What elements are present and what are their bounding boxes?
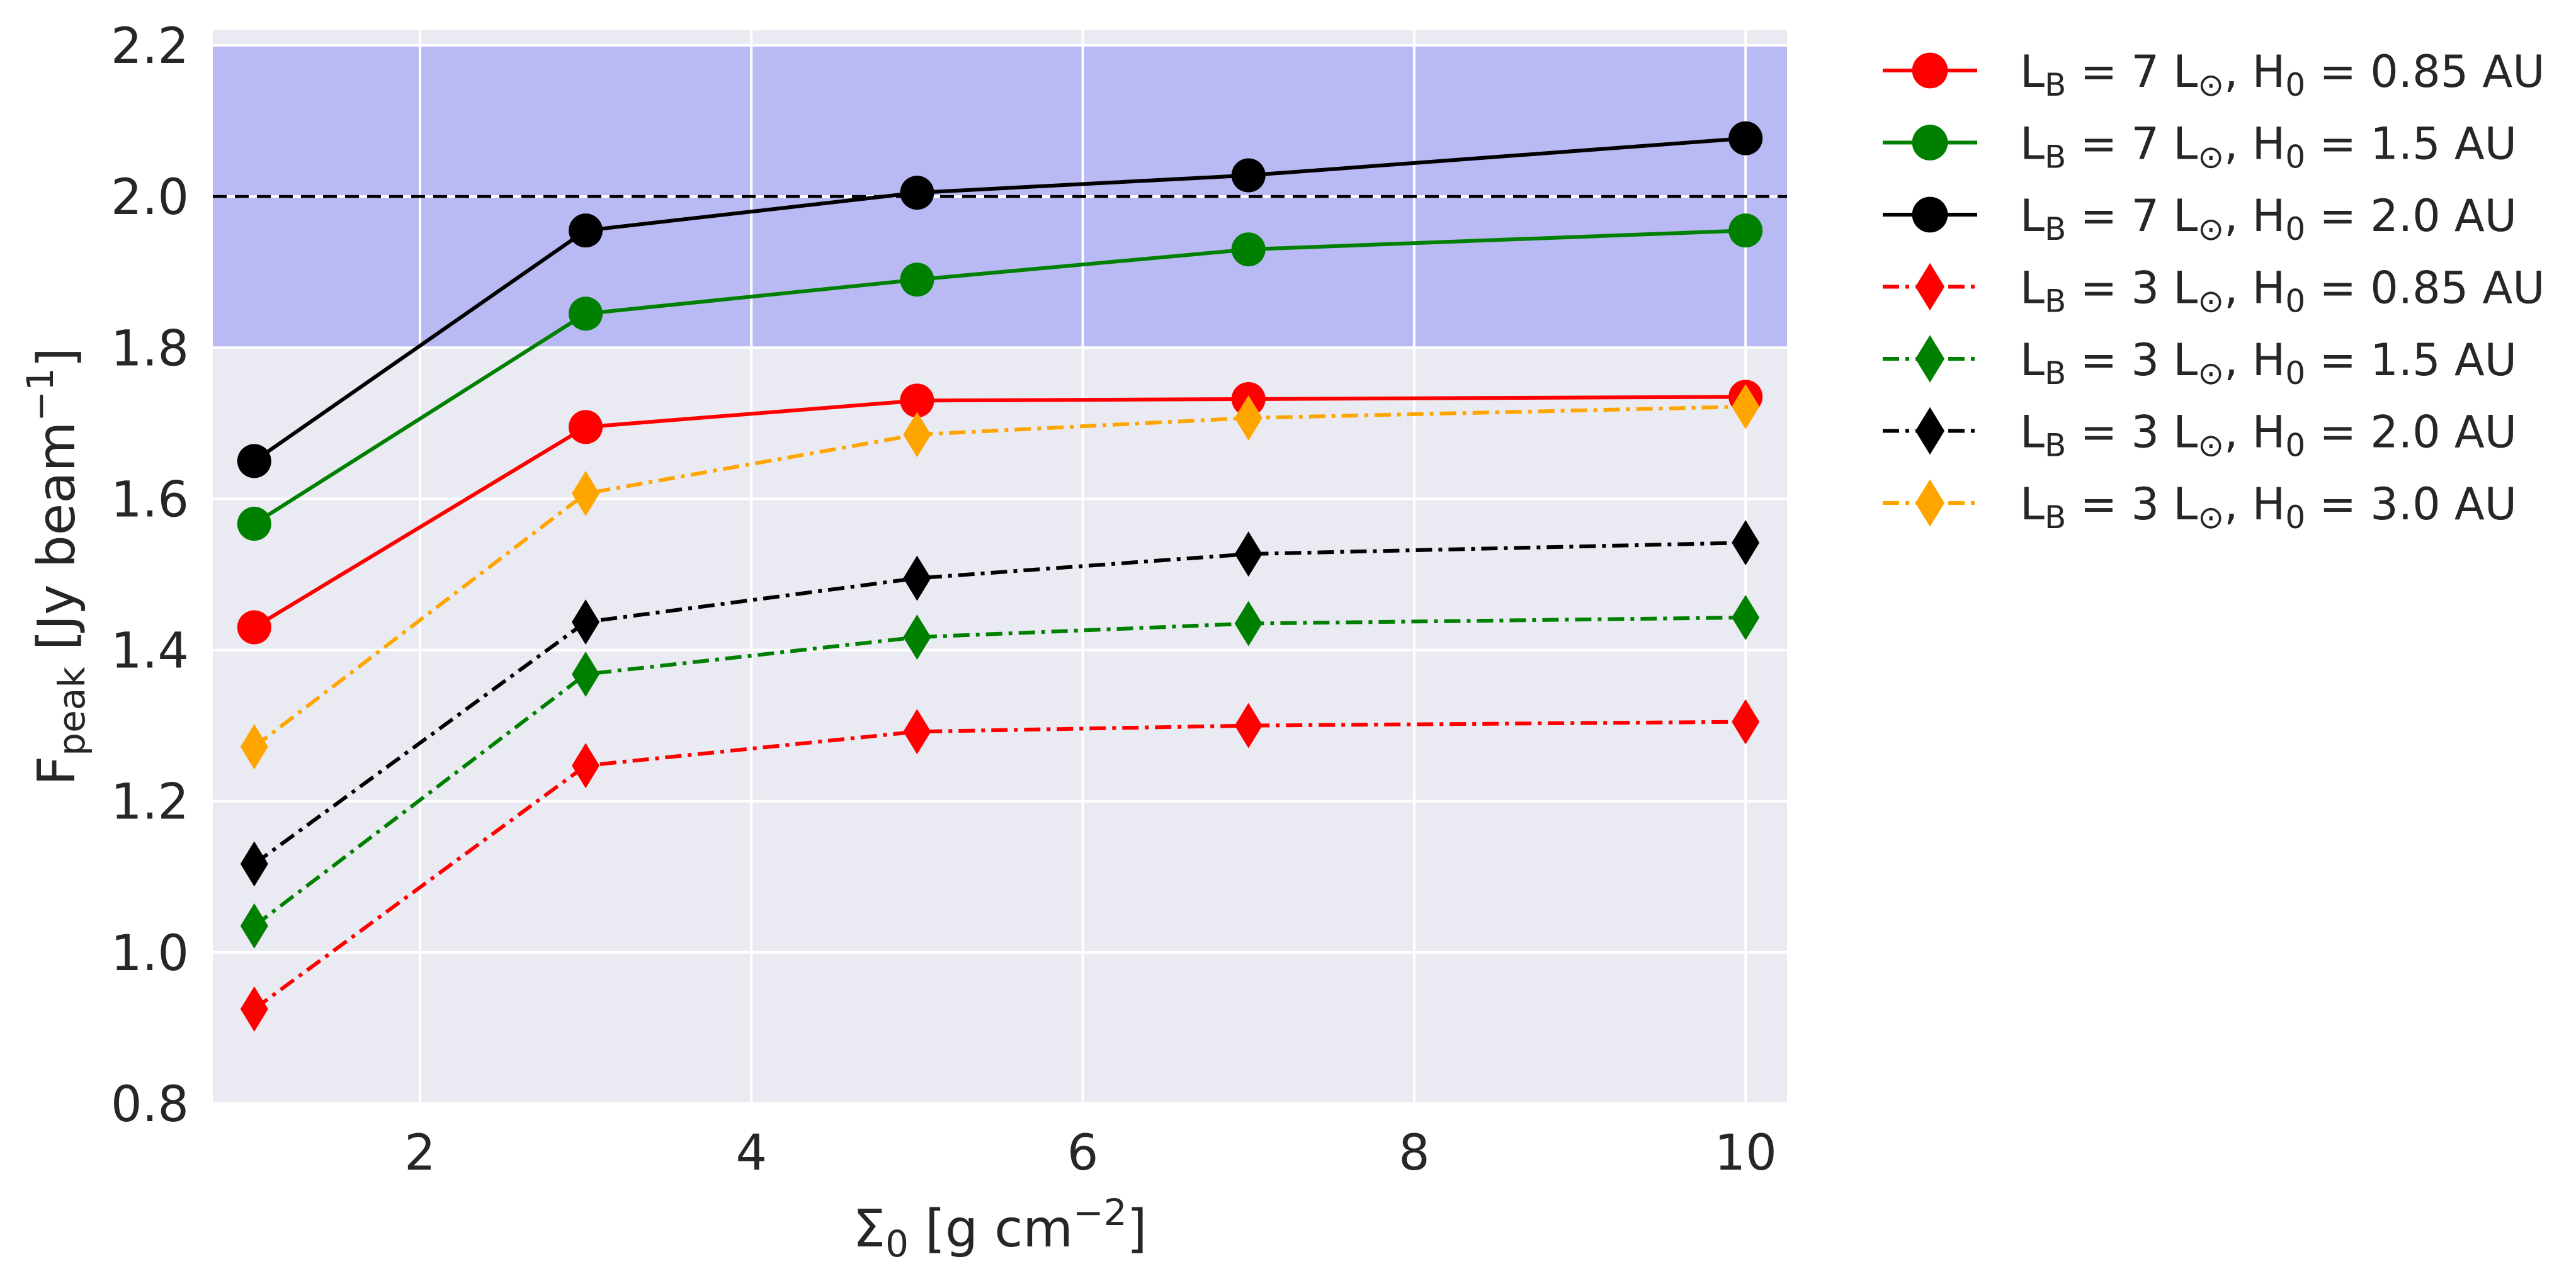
series-line [252, 615, 1746, 928]
legend-label: LB = 3 L⊙, H0 = 0.85 AU [2020, 263, 2545, 320]
x-tick-label: 10 [1715, 1125, 1777, 1182]
legend-item: LB = 3 L⊙, H0 = 0.85 AU [1883, 263, 2545, 320]
legend-marker [1912, 196, 1948, 233]
data-point [237, 507, 271, 541]
data-point [240, 986, 268, 1032]
legend-item: LB = 3 L⊙, H0 = 1.5 AU [1883, 334, 2517, 392]
y-tick-label: 2.0 [111, 169, 189, 226]
data-point [569, 296, 603, 331]
legend-item: LB = 7 L⊙, H0 = 2.0 AU [1883, 190, 2517, 247]
legend-label: LB = 7 L⊙, H0 = 1.5 AU [2020, 118, 2517, 176]
legend-item: LB = 7 L⊙, H0 = 0.85 AU [1883, 46, 2545, 103]
data-point [1234, 531, 1262, 577]
x-axis-label: Σ0 [g cm−2] [853, 1191, 1147, 1265]
data-point [1728, 213, 1763, 248]
series-4 [240, 699, 1760, 1032]
x-tick-label: 4 [735, 1125, 767, 1182]
x-tick-label: 8 [1399, 1125, 1430, 1182]
legend: LB = 7 L⊙, H0 = 0.85 AU LB = 7 L⊙, H0 = 1… [1883, 46, 2545, 536]
data-point [903, 412, 931, 458]
legend-marker [1912, 125, 1948, 161]
legend-item: LB = 7 L⊙, H0 = 1.5 AU [1883, 118, 2517, 176]
data-point [1231, 232, 1266, 267]
x-tick-label: 6 [1067, 1125, 1099, 1182]
y-tick-label: 1.8 [111, 320, 189, 377]
data-point [572, 599, 600, 645]
data-point [569, 410, 603, 444]
data-point [903, 709, 931, 755]
data-point [569, 213, 603, 248]
y-tick-label: 1.2 [111, 774, 189, 831]
y-tick-label: 1.6 [111, 471, 189, 528]
legend-item: LB = 3 L⊙, H0 = 2.0 AU [1883, 407, 2517, 464]
legend-marker [1915, 407, 1945, 455]
data-point [237, 444, 271, 478]
legend-label: LB = 7 L⊙, H0 = 0.85 AU [2020, 46, 2545, 103]
legend-label: LB = 7 L⊙, H0 = 2.0 AU [2020, 190, 2517, 247]
legend-marker [1915, 263, 1945, 311]
data-point [237, 610, 271, 645]
data-point [1234, 395, 1262, 441]
series-1 [237, 380, 1763, 645]
legend-label: LB = 3 L⊙, H0 = 1.5 AU [2020, 334, 2517, 392]
data-point [1234, 601, 1262, 646]
legend-marker [1915, 479, 1945, 527]
legend-label: LB = 3 L⊙, H0 = 2.0 AU [2020, 407, 2517, 464]
data-point [1732, 699, 1760, 745]
data-point [1234, 703, 1262, 748]
legend-marker [1915, 335, 1945, 383]
y-tick-label: 1.4 [111, 623, 189, 680]
x-tick-label: 2 [404, 1125, 436, 1182]
data-point [1732, 520, 1760, 566]
data-point [903, 555, 931, 601]
legend-marker [1912, 52, 1948, 89]
y-tick-label: 0.8 [111, 1076, 189, 1133]
y-axis-label: Fpeak [Jy beam−1] [19, 347, 93, 786]
data-point [1728, 121, 1763, 155]
data-point [1231, 158, 1266, 193]
data-point [900, 263, 934, 297]
series-2 [237, 213, 1763, 541]
series-7 [240, 383, 1760, 770]
data-point [572, 652, 600, 697]
data-point [900, 176, 934, 210]
data-point [900, 383, 934, 418]
data-point [572, 743, 600, 789]
data-point [240, 724, 268, 770]
data-point [240, 903, 268, 949]
data-point [572, 471, 600, 517]
y-tick-label: 2.2 [111, 18, 189, 75]
legend-label: LB = 3 L⊙, H0 = 3.0 AU [2020, 478, 2517, 536]
y-tick-label: 1.0 [111, 925, 189, 982]
data-point [1732, 383, 1760, 429]
series-3 [237, 121, 1763, 478]
data-point [1732, 594, 1760, 640]
series-6 [240, 520, 1760, 887]
data-point [240, 841, 268, 887]
data-point [903, 614, 931, 660]
legend-item: LB = 3 L⊙, H0 = 3.0 AU [1883, 478, 2517, 536]
series-5 [240, 594, 1760, 949]
